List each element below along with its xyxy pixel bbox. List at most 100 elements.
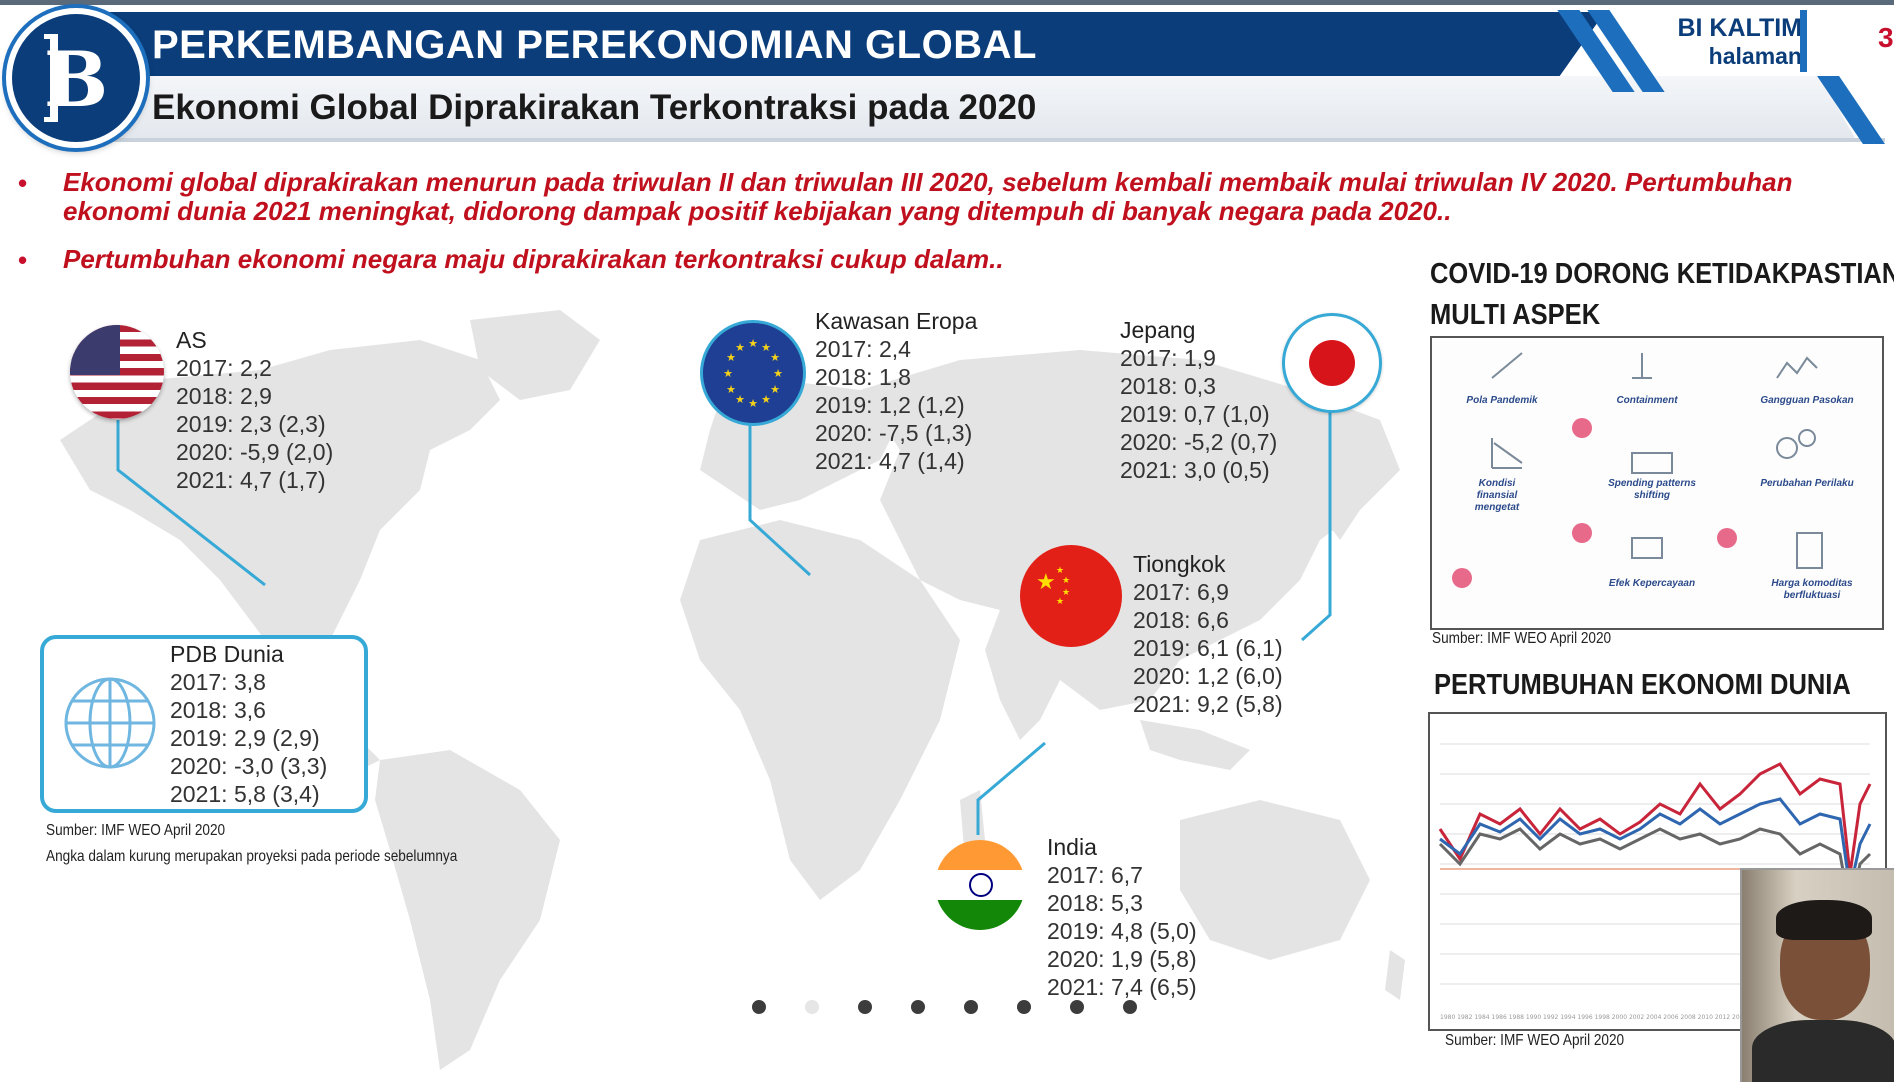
region-row: 2020: -7,5 (1,3)	[815, 420, 973, 446]
pager-dot[interactable]	[964, 1000, 978, 1014]
bullet-text: Ekonomi global diprakirakan menurun pada…	[63, 168, 1823, 226]
svg-text:★: ★	[761, 393, 771, 406]
region-name: India	[1047, 834, 1097, 860]
covid-label: Kondisi finansial mengetat	[1474, 478, 1520, 513]
svg-text:★: ★	[735, 393, 745, 406]
region-row: 2017: 2,2	[176, 355, 272, 381]
svg-text:★: ★	[748, 397, 758, 410]
svg-text:★: ★	[748, 337, 758, 350]
region-row: 2021: 9,2 (5,8)	[1133, 691, 1283, 717]
covid-label: Harga komoditas berfluktuasi	[1771, 578, 1853, 601]
region-name: Jepang	[1120, 317, 1196, 343]
slide-pager	[752, 1000, 1137, 1014]
svg-text:★: ★	[1036, 570, 1056, 595]
us-flag-icon	[70, 325, 164, 419]
covid-label: Gangguan Pasokan	[1760, 395, 1854, 406]
map-source: Sumber: IMF WEO April 2020	[46, 822, 226, 839]
pager-dot[interactable]	[752, 1000, 766, 1014]
brand-sub: halaman	[1708, 43, 1802, 69]
pager-dot[interactable]	[858, 1000, 872, 1014]
pager-dot[interactable]	[911, 1000, 925, 1014]
svg-text:★: ★	[726, 351, 736, 364]
covid-source: Sumber: IMF WEO April 2020	[1432, 630, 1612, 647]
region-name: Kawasan Eropa	[815, 308, 978, 334]
top-border	[0, 0, 1894, 5]
region-row: 2019: 0,7 (1,0)	[1120, 401, 1270, 427]
region-row: 2018: 1,8	[815, 364, 911, 390]
growth-source: Sumber: IMF WEO April 2020	[1445, 1032, 1625, 1049]
region-row: 2019: 1,2 (1,2)	[815, 392, 965, 418]
china-flag-icon: ★ ★ ★ ★ ★	[1020, 545, 1122, 647]
region-row: 2021: 5,8 (3,4)	[170, 781, 320, 807]
region-name: PDB Dunia	[170, 641, 284, 667]
region-row: 2018: 5,3	[1047, 890, 1143, 916]
connector-as	[116, 420, 266, 587]
region-row: 2020: 1,2 (6,0)	[1133, 663, 1283, 689]
bi-logo-icon: B	[44, 34, 108, 124]
covid-label: Pola Pandemik	[1466, 395, 1538, 406]
svg-text:★: ★	[723, 367, 733, 380]
connector-eropa	[748, 420, 812, 577]
subtitle-banner	[95, 76, 1855, 138]
region-row: 2019: 2,3 (2,3)	[176, 411, 326, 437]
region-row: 2021: 4,7 (1,7)	[176, 467, 326, 493]
bullet-marker: •	[18, 245, 28, 275]
svg-text:1980 1982 1984 1986 1988 1990: 1980 1982 1984 1986 1988 1990 1992 1994 …	[1440, 1014, 1799, 1021]
world-map	[60, 310, 1405, 1070]
title-banner	[95, 12, 1605, 76]
brand-name: BI KALTIM	[1677, 14, 1802, 42]
page-number: 3	[1878, 22, 1894, 53]
eu-flag-icon: ★ ★ ★ ★ ★ ★ ★ ★ ★ ★ ★ ★	[700, 320, 806, 426]
region-row: 2017: 6,9	[1133, 579, 1229, 605]
covid-title-line: MULTI ASPEK	[1430, 299, 1601, 331]
pager-dot-active[interactable]	[805, 1000, 819, 1014]
trend-icon	[1491, 352, 1523, 379]
region-row: 2021: 4,7 (1,4)	[815, 448, 965, 474]
region-row: 2021: 3,0 (0,5)	[1120, 457, 1270, 483]
region-dunia: PDB Dunia 2017: 3,8 2018: 3,6 2019: 2,9 …	[170, 640, 327, 808]
page-title: PERKEMBANGAN PEREKONOMIAN GLOBAL	[152, 23, 1037, 67]
connector-lines	[116, 380, 1332, 835]
india-flag-icon	[935, 840, 1025, 930]
region-row: 2020: 1,9 (5,8)	[1047, 946, 1197, 972]
region-row: 2017: 3,8	[170, 669, 266, 695]
presenter-hair	[1776, 900, 1872, 940]
region-row: 2021: 7,4 (6,5)	[1047, 974, 1197, 1000]
region-eropa: Kawasan Eropa 2017: 2,4 2018: 1,8 2019: …	[815, 307, 977, 475]
svg-text:★: ★	[726, 383, 736, 396]
region-name: Tiongkok	[1133, 551, 1226, 577]
svg-text:★: ★	[1056, 597, 1064, 607]
svg-text:★: ★	[1062, 588, 1070, 598]
covid-panel-title: COVID-19 DORONG KETIDAKPASTIAN MULTI ASP…	[1430, 254, 1894, 336]
covid-title-line: COVID-19 DORONG KETIDAKPASTIAN	[1430, 258, 1894, 290]
region-row: 2019: 2,9 (2,9)	[170, 725, 320, 751]
region-row: 2017: 2,4	[815, 336, 911, 362]
svg-text:★: ★	[770, 383, 780, 396]
growth-panel-title: PERTUMBUHAN EKONOMI DUNIA	[1434, 669, 1851, 701]
region-row: 2020: -3,0 (3,3)	[170, 753, 328, 779]
covid-label: Efek Kepercayaan	[1608, 578, 1696, 589]
pager-dot[interactable]	[1123, 1000, 1137, 1014]
region-row: 2019: 4,8 (5,0)	[1047, 918, 1197, 944]
region-row: 2020: -5,9 (2,0)	[176, 439, 334, 465]
region-tiongkok: Tiongkok 2017: 6,9 2018: 6,6 2019: 6,1 (…	[1133, 550, 1283, 718]
pager-dot[interactable]	[1070, 1000, 1084, 1014]
region-name: AS	[176, 327, 207, 353]
covid-label: Spending patterns shifting	[1608, 478, 1696, 501]
bullet-line: ekonomi dunia 2021 meningkat, didorong d…	[63, 196, 1452, 226]
region-row: 2019: 6,1 (6,1)	[1133, 635, 1283, 661]
region-row: 2020: -5,2 (0,7)	[1120, 429, 1278, 455]
bi-logo: B	[6, 8, 146, 148]
presenter-body	[1752, 1020, 1894, 1082]
bullet-text: Pertumbuhan ekonomi negara maju diprakir…	[63, 244, 1004, 274]
region-row: 2018: 6,6	[1133, 607, 1229, 633]
svg-text:★: ★	[1062, 576, 1070, 586]
svg-text:★: ★	[735, 341, 745, 354]
webcam-video[interactable]	[1740, 868, 1894, 1082]
page-subtitle: Ekonomi Global Diprakirakan Terkontraksi…	[152, 88, 1037, 127]
covid-icons	[1452, 352, 1823, 588]
pager-dot[interactable]	[1017, 1000, 1031, 1014]
globe-icon	[62, 675, 158, 776]
region-row: 2018: 0,3	[1120, 373, 1216, 399]
covid-label: Perubahan Perilaku	[1760, 478, 1854, 489]
